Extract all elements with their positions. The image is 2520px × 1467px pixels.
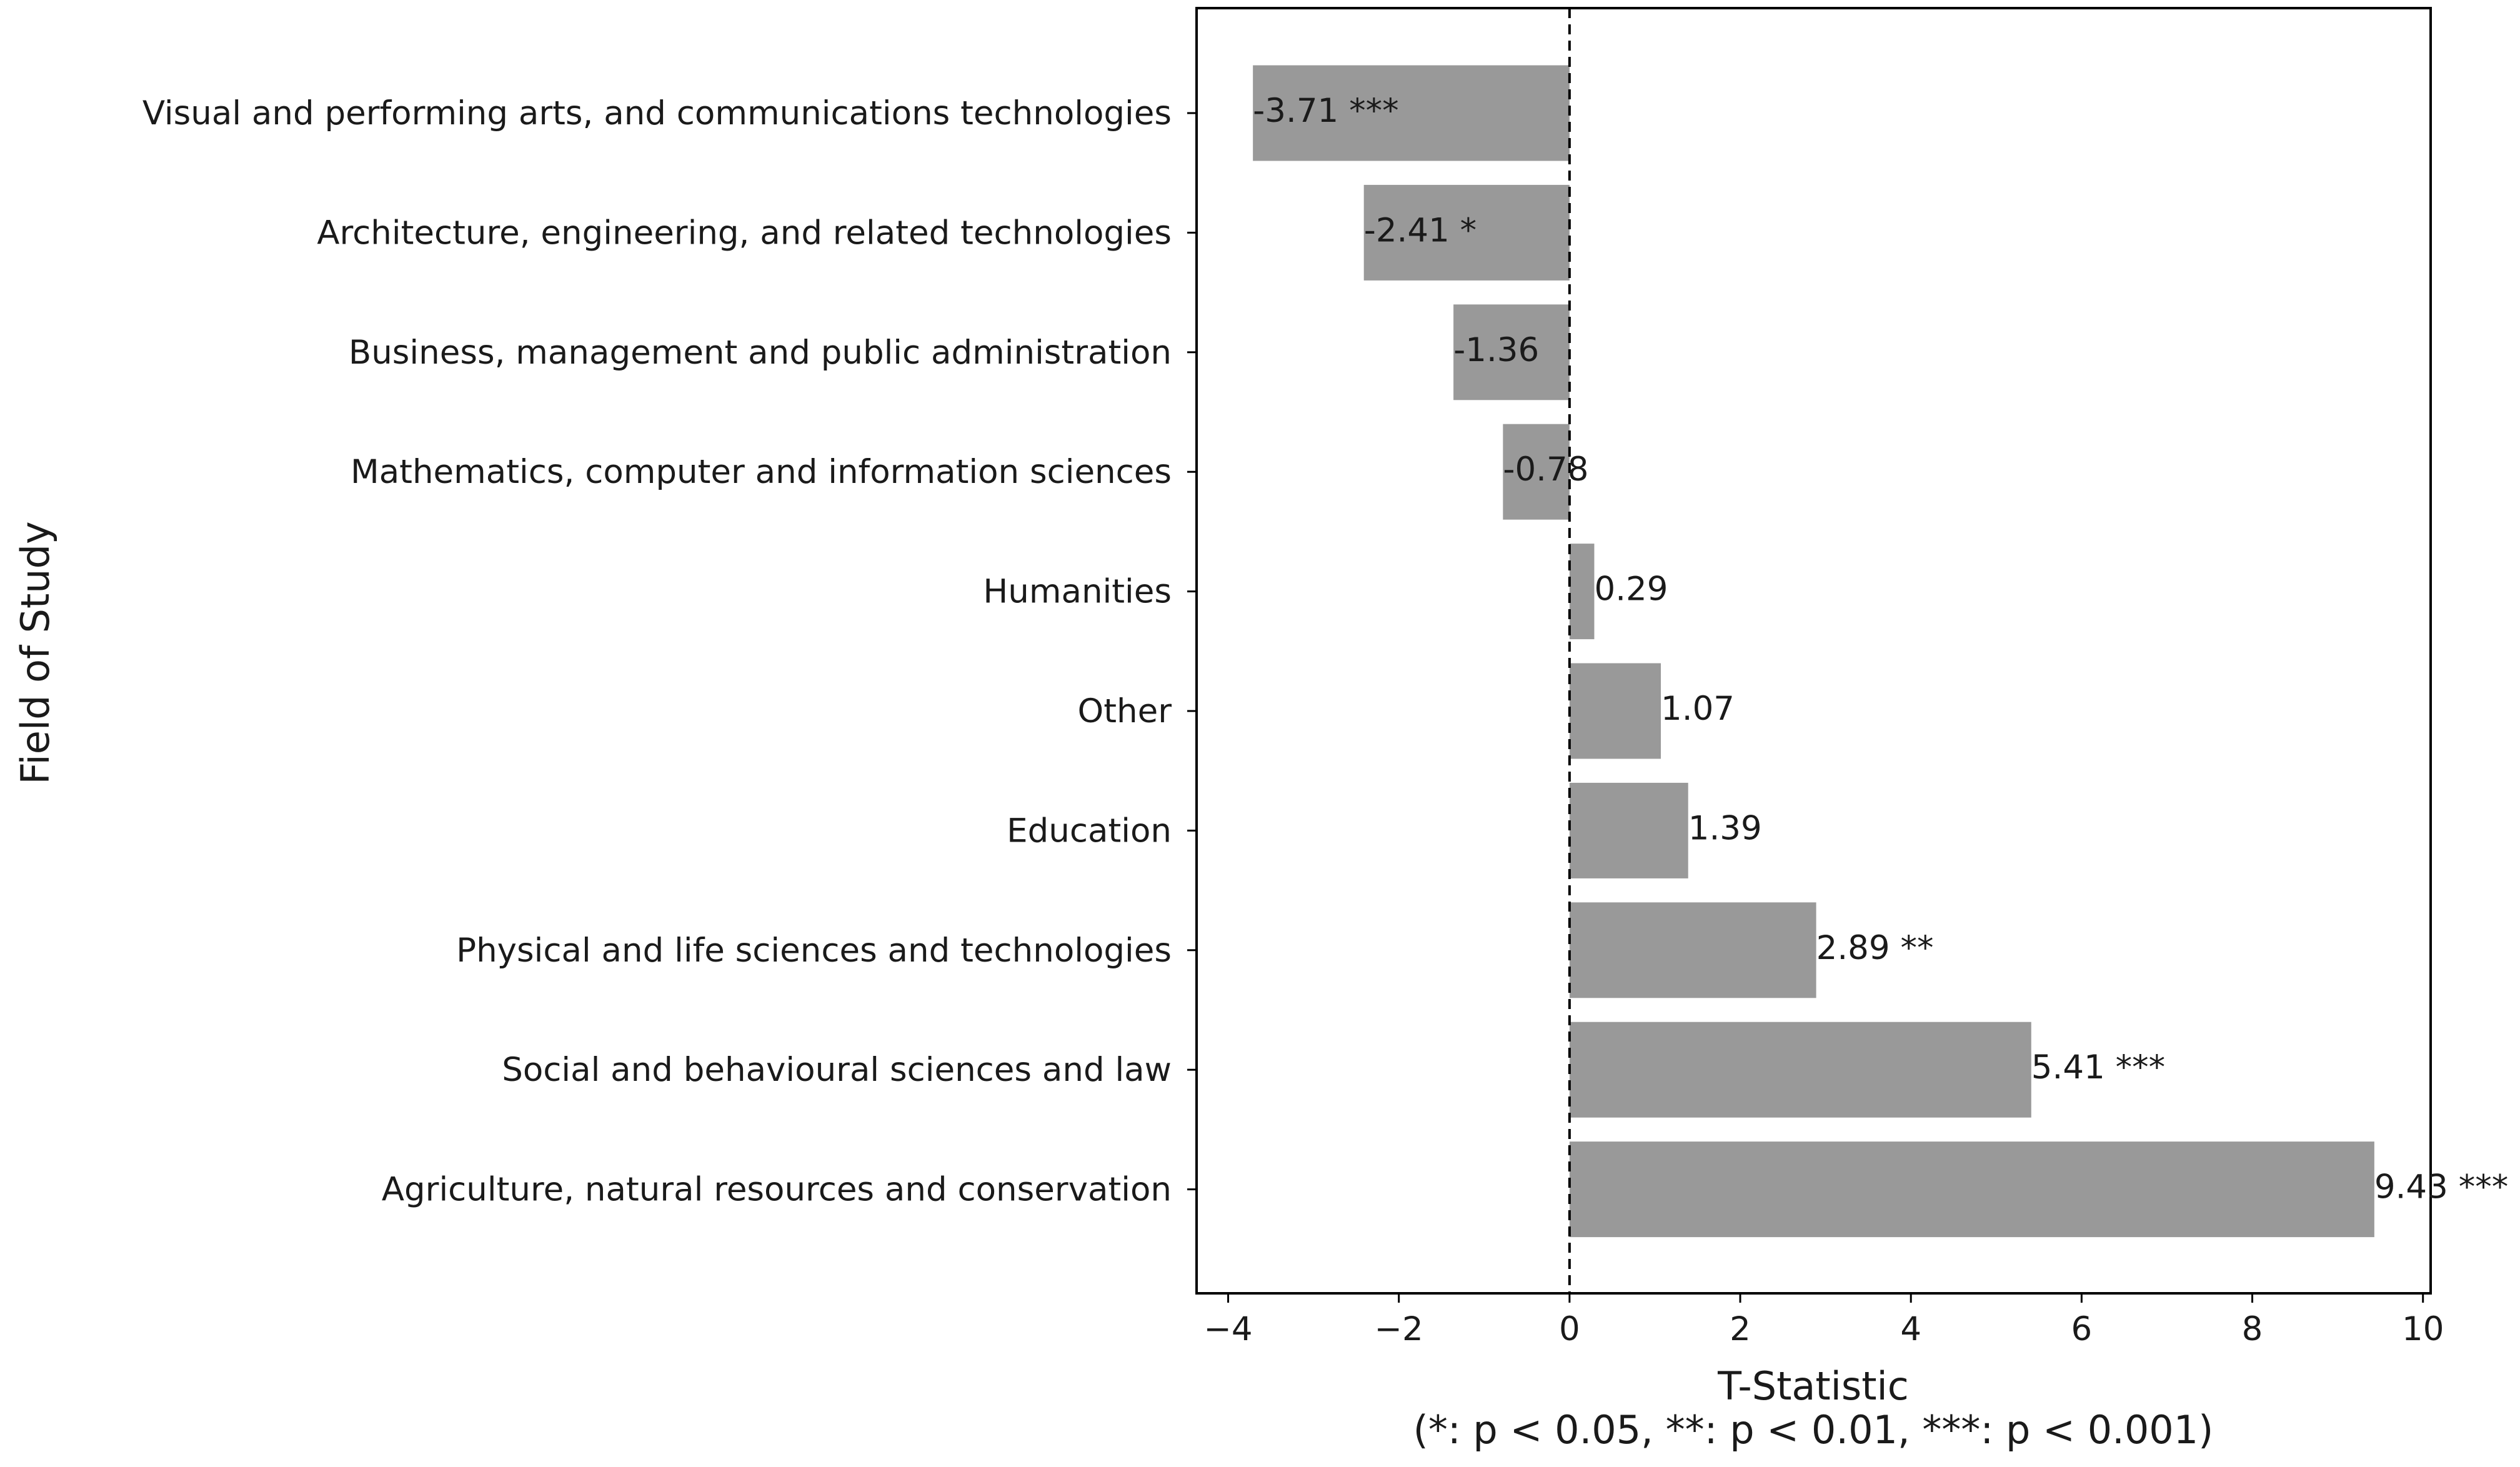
bar-value-label: -1.36: [1453, 331, 1539, 369]
bar-value-label: -2.41 *: [1364, 211, 1477, 249]
x-ticks: −4 −2 0 2 4 6 8 10: [1203, 1293, 2444, 1348]
bar-value-label: 9.43 ***: [2374, 1168, 2508, 1206]
bar-value-label: 0.29: [1594, 570, 1668, 609]
category-label: Physical and life sciences and technolog…: [456, 932, 1172, 970]
bar-value-label: 5.41 ***: [2031, 1048, 2165, 1087]
plot-frame: [1195, 7, 2432, 1295]
x-tick-label: −2: [1375, 1310, 1423, 1348]
bar: [1569, 902, 1816, 998]
bar: [1363, 184, 1570, 281]
bar-value-label: -3.71 ***: [1253, 92, 1398, 130]
x-tick-label: 8: [2242, 1310, 2263, 1348]
category-label: Visual and performing arts, and communic…: [142, 94, 1172, 132]
x-tick-label: 0: [1559, 1310, 1580, 1348]
category-label: Business, management and public administ…: [349, 334, 1172, 372]
bar: [1569, 544, 1595, 640]
x-tick-label: 4: [1900, 1310, 1921, 1348]
bar: [1569, 663, 1661, 759]
y-ticks: Visual and performing arts, and communic…: [142, 94, 1197, 1209]
x-tick-label: 10: [2402, 1310, 2444, 1348]
bar-value-label: 2.89 **: [1816, 929, 1934, 967]
bar: [1253, 65, 1570, 161]
category-label: Humanities: [983, 573, 1172, 611]
bar: [1453, 304, 1570, 400]
category-label: Architecture, engineering, and related t…: [317, 214, 1172, 252]
bar-value-label: 1.07: [1661, 690, 1735, 728]
y-axis-title: Field of Study: [12, 521, 58, 784]
bar-value-label: 1.39: [1688, 809, 1762, 847]
category-label: Agriculture, natural resources and conse…: [382, 1171, 1172, 1209]
bar-value-label: -0.78: [1503, 450, 1588, 489]
x-tick-label: 6: [2071, 1310, 2093, 1348]
x-tick-label: 2: [1730, 1310, 1751, 1348]
x-axis-title: T-Statistic: [1717, 1363, 1909, 1409]
category-label: Social and behavioural sciences and law: [502, 1051, 1172, 1089]
category-label: Other: [1078, 692, 1172, 730]
x-tick-label: −4: [1203, 1310, 1252, 1348]
bar: [1503, 424, 1570, 520]
x-axis-significance-note: (*: p < 0.05, **: p < 0.01, ***: p < 0.0…: [1413, 1407, 2214, 1453]
category-label: Education: [1007, 812, 1172, 850]
bar: [1569, 1141, 2374, 1238]
bars-layer: [1253, 65, 2374, 1238]
bar: [1569, 782, 1688, 878]
category-label: Mathematics, computer and information sc…: [351, 453, 1172, 491]
bar-value-labels: -3.71 *** -2.41 * -1.36 -0.78 0.29 1.07 1.39 2.…: [1253, 92, 2508, 1206]
bar: [1569, 1022, 2031, 1118]
